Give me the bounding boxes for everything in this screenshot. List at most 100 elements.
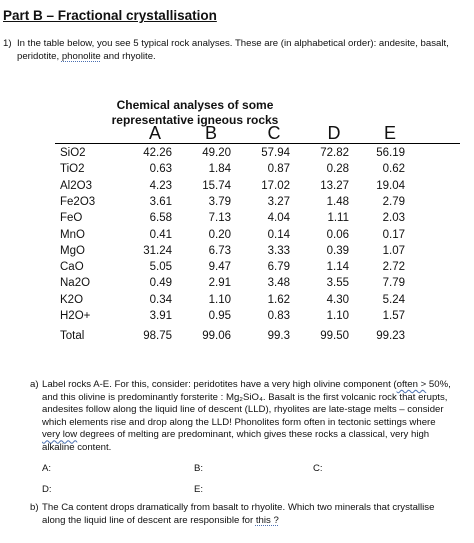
table-row: Na2O 0.49 2.91 3.48 3.55 7.79 xyxy=(0,275,474,291)
cell-value: 31.24 xyxy=(143,244,172,257)
cell-value: 0.87 xyxy=(267,163,290,176)
question-text-part: 50%, and this olivine is predominantly f… xyxy=(42,379,451,428)
table-row: MgO 31.24 6.73 3.33 0.39 1.07 xyxy=(0,243,474,259)
column-header-e: E xyxy=(383,123,396,143)
table-row: K2O 0.34 1.10 1.62 4.30 5.24 xyxy=(0,292,474,308)
cell-value: 1.11 xyxy=(327,212,349,225)
answer-label-a: A: xyxy=(42,463,52,474)
question-number: 1) xyxy=(3,38,12,49)
row-label: K2O xyxy=(60,293,84,306)
row-label: Total xyxy=(60,330,85,342)
table-caption: Chemical analyses of some representative… xyxy=(100,98,290,128)
cell-value: 42.26 xyxy=(143,147,172,159)
row-label: FeO xyxy=(60,212,83,225)
cell-value: 3.61 xyxy=(149,195,172,208)
table-row: Fe2O3 3.61 3.79 3.27 1.48 2.79 xyxy=(0,194,474,210)
cell-value: 49.20 xyxy=(202,147,231,159)
cell-value: 6.79 xyxy=(267,261,290,274)
caption-line: representative igneous rocks xyxy=(111,113,279,127)
row-label: SiO2 xyxy=(60,147,86,159)
cell-value: 99.06 xyxy=(202,330,231,342)
question-text-part: Label rocks A-E. For this, consider: per… xyxy=(42,379,397,390)
table-row: FeO 6.58 7.13 4.04 1.11 2.03 xyxy=(0,210,474,226)
cell-value: 4.30 xyxy=(326,293,349,306)
cell-value: 0.28 xyxy=(326,163,349,176)
underlined-word: phonolite xyxy=(61,50,101,62)
column-header-c: C xyxy=(267,123,281,143)
cell-value: 1.10 xyxy=(326,310,349,322)
cell-value: 0.41 xyxy=(149,228,172,241)
cell-value: 5.24 xyxy=(382,293,405,306)
table-row: TiO2 0.63 1.84 0.87 0.28 0.62 xyxy=(0,161,474,177)
underlined-phrase: often > xyxy=(396,379,427,390)
question-text-part: The Ca content drops dramatically from b… xyxy=(42,502,435,526)
cell-value: 17.02 xyxy=(261,179,290,192)
row-label: MnO xyxy=(60,228,85,241)
rock-analysis-table: Chemical analyses of some representative… xyxy=(0,98,474,368)
cell-value: 5.05 xyxy=(149,261,172,274)
cell-value: 1.57 xyxy=(382,310,405,322)
cell-value: 6.73 xyxy=(208,244,231,257)
column-header-b: B xyxy=(204,123,217,143)
underlined-phrase: very low xyxy=(42,429,78,441)
cell-value: 1.14 xyxy=(326,261,349,274)
question-text-part: In the table below, you see 5 typical ro… xyxy=(17,38,449,62)
cell-value: 3.55 xyxy=(326,277,349,290)
question-text-part: degrees of melting are predominant, whic… xyxy=(42,429,430,453)
cell-value: 99.3 xyxy=(267,330,290,342)
cell-value: 1.62 xyxy=(267,293,290,306)
row-label: Na2O xyxy=(60,277,91,290)
cell-value: 1.07 xyxy=(382,244,405,257)
cell-value: 0.62 xyxy=(382,163,405,176)
row-label: Fe2O3 xyxy=(60,195,96,208)
row-label: MgO xyxy=(60,244,85,257)
question-text: Label rocks A-E. For this, consider: per… xyxy=(42,379,452,455)
cell-value: 99.23 xyxy=(376,330,405,342)
row-label: CaO xyxy=(60,261,84,274)
cell-value: 1.84 xyxy=(208,163,231,176)
cell-value: 0.20 xyxy=(208,228,231,241)
cell-value: 2.03 xyxy=(382,212,405,225)
caption-line: Chemical analyses of some xyxy=(116,98,274,112)
answer-label-b: B: xyxy=(194,463,204,474)
cell-value: 13.27 xyxy=(320,179,349,192)
cell-value: 0.49 xyxy=(149,277,172,290)
underlined-phrase: this ? xyxy=(255,514,279,526)
cell-value: 57.94 xyxy=(261,147,290,159)
cell-value: 0.63 xyxy=(149,163,172,176)
cell-value: 72.82 xyxy=(320,147,349,159)
cell-value: 3.79 xyxy=(208,195,231,208)
table-row: MnO 0.41 0.20 0.14 0.06 0.17 xyxy=(0,227,474,243)
cell-value: 9.47 xyxy=(208,261,231,274)
cell-value: 2.72 xyxy=(382,261,405,274)
cell-value: 1.48 xyxy=(326,195,349,208)
cell-value: 7.13 xyxy=(208,212,231,225)
cell-value: 99.50 xyxy=(320,330,349,342)
cell-value: 3.33 xyxy=(267,244,290,257)
section-heading: Part B – Fractional crystallisation xyxy=(3,8,217,23)
cell-value: 0.34 xyxy=(149,293,172,306)
cell-value: 15.74 xyxy=(202,179,231,192)
row-label: TiO2 xyxy=(60,163,85,176)
table-row: CaO 5.05 9.47 6.79 1.14 2.72 xyxy=(0,259,474,275)
cell-value: 1.10 xyxy=(208,293,231,306)
cell-value: 56.19 xyxy=(376,147,405,159)
cell-value: 4.04 xyxy=(267,212,290,225)
cell-value: 0.06 xyxy=(326,228,349,241)
cell-value: 2.79 xyxy=(382,195,405,208)
cell-value: 6.58 xyxy=(149,212,172,225)
cell-value: 98.75 xyxy=(143,330,172,342)
table-row: SiO2 42.26 49.20 57.94 72.82 56.19 xyxy=(0,145,474,161)
cell-value: 3.48 xyxy=(267,277,290,290)
cell-value: 3.27 xyxy=(267,195,290,208)
cell-value: 2.91 xyxy=(208,277,231,290)
cell-value: 0.95 xyxy=(208,310,231,322)
row-label: Al2O3 xyxy=(60,179,92,192)
cell-value: 0.17 xyxy=(382,228,405,241)
cell-value: 3.91 xyxy=(149,310,172,322)
cell-value: 7.79 xyxy=(382,277,405,290)
answer-label-c: C: xyxy=(313,463,323,474)
question-number: a) xyxy=(30,379,39,390)
question-text: The Ca content drops dramatically from b… xyxy=(42,502,456,527)
question-number: b) xyxy=(30,502,39,513)
